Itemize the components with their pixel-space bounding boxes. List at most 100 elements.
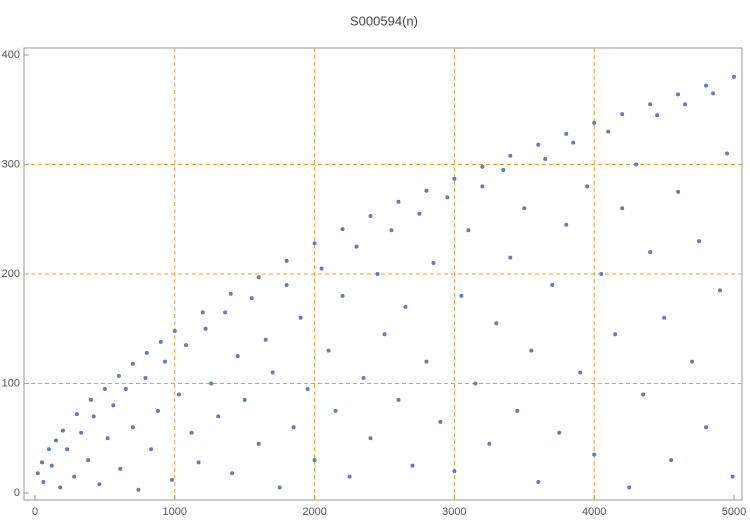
point [578,370,583,375]
point [79,430,84,435]
point [256,441,261,446]
y-tick-label: 200 [2,268,20,280]
point [333,408,338,413]
point [480,184,485,189]
point [49,463,54,468]
point [39,460,44,465]
point [508,153,513,158]
y-tick-label: 0 [14,487,20,499]
point [223,310,228,315]
y-tick-label: 300 [2,158,20,170]
point [725,151,730,156]
point [149,447,154,452]
point [158,339,163,344]
point [72,474,77,479]
point [501,167,506,172]
point [452,469,457,474]
point [102,386,107,391]
point [606,129,611,134]
point [445,195,450,200]
point [242,397,247,402]
point [473,381,478,386]
point [340,293,345,298]
point [216,414,221,419]
point [172,328,177,333]
point [53,438,58,443]
point [58,485,63,490]
point [354,244,359,249]
point [704,425,709,430]
point [209,381,214,386]
point [91,414,96,419]
point [711,91,716,96]
point [431,261,436,266]
point [228,291,233,296]
point [732,74,736,79]
x-tick-label: 4000 [582,506,606,518]
point [203,326,208,331]
point [550,282,555,287]
point [123,386,128,391]
x-tick-label: 1000 [163,506,187,518]
point [613,332,618,337]
point [396,397,401,402]
point [599,272,604,276]
point [347,474,352,479]
point [683,102,688,107]
point [46,447,51,452]
point [480,164,485,169]
point [136,487,141,492]
point [176,392,181,397]
point [459,293,464,298]
point [170,477,175,482]
point [396,199,401,204]
point [200,310,205,315]
point [424,188,429,193]
point [143,376,148,381]
point [634,162,639,167]
point [592,120,597,125]
point [529,348,534,353]
point [312,241,317,246]
point [144,350,149,355]
point [263,337,268,342]
point [403,304,408,309]
point [676,189,681,194]
x-tick-label: 0 [32,506,38,518]
point [284,258,289,263]
point [410,463,415,468]
point [438,419,443,424]
point [648,102,653,107]
x-tick-label: 2000 [302,506,326,518]
point [452,176,457,181]
point [704,83,709,88]
y-tick-label: 100 [2,377,20,389]
point [557,430,562,435]
point [305,386,310,391]
point [564,222,569,227]
point [536,480,541,485]
point [118,466,123,471]
point [163,359,168,364]
chart-title: S000594(n) [350,13,418,28]
point [235,354,240,359]
point [389,228,394,233]
point [585,184,590,189]
point [65,447,70,452]
point [326,348,331,353]
y-tick-label: 400 [2,49,20,61]
point [690,359,695,364]
point [627,485,632,490]
point [105,436,110,441]
point [718,288,723,293]
point [74,412,79,417]
x-tick-label: 5000 [722,506,746,518]
point [312,458,317,463]
point [536,142,541,147]
point [620,206,625,211]
point [382,332,387,337]
point [277,485,282,490]
point [564,131,569,136]
point [361,376,366,381]
point [487,441,492,446]
